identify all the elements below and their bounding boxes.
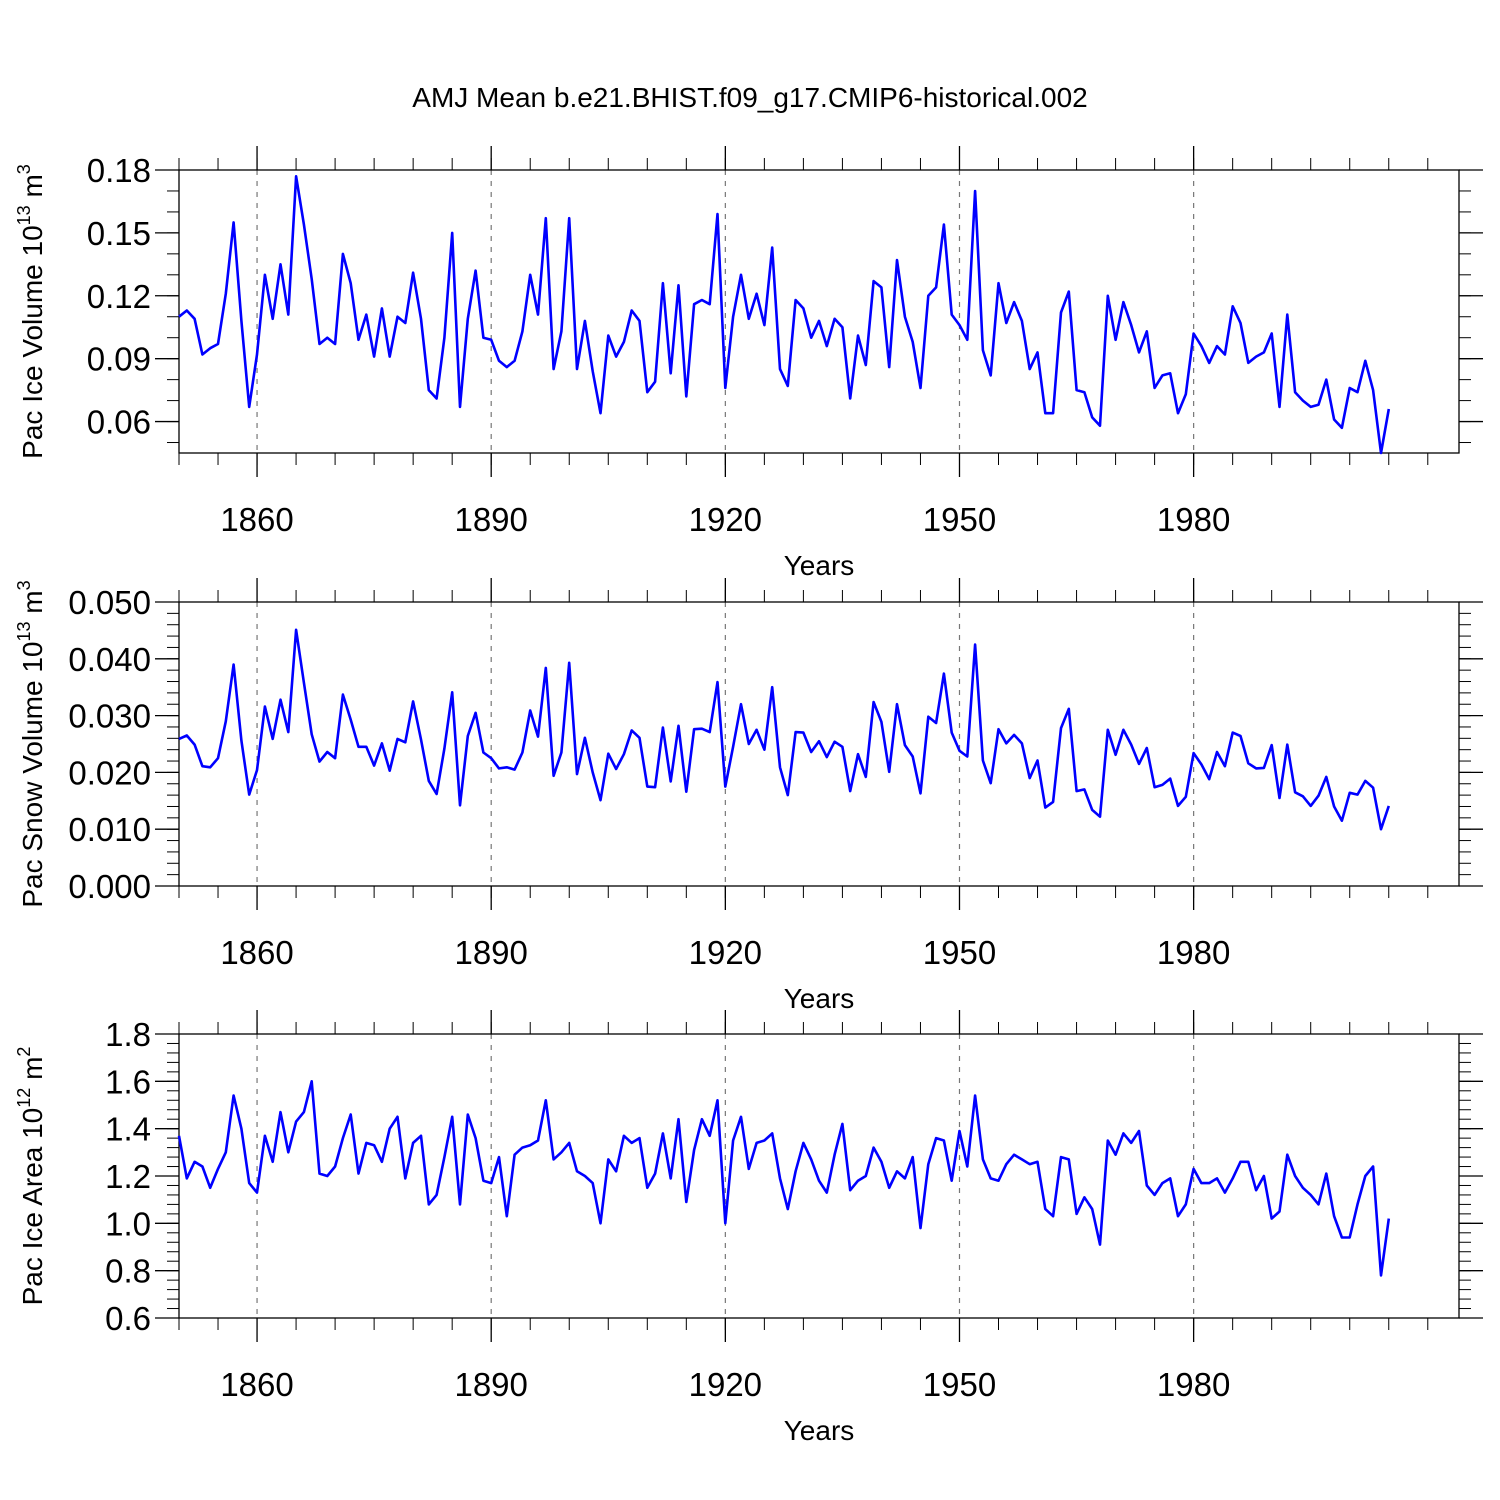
x-tick-label: 1980 (1157, 1366, 1230, 1403)
x-tick-label: 1860 (220, 1366, 293, 1403)
plot-frame (178, 169, 1460, 454)
y-axis-label: Pac Snow Volume 1013 m3 (14, 580, 48, 907)
y-axis-label: Pac Ice Volume 1013 m3 (14, 164, 48, 459)
x-tick-label: 1890 (454, 1366, 527, 1403)
y-tick-label: 0.09 (87, 341, 151, 378)
series-line (178, 175, 1391, 455)
x-axis-label: Years (784, 983, 855, 1014)
y-tick-label: 0.030 (68, 698, 151, 735)
y-tick-label: 0.15 (87, 215, 151, 252)
y-tick-label: 0.020 (68, 754, 151, 791)
y-tick-label: 0.050 (68, 584, 151, 621)
series-line (177, 1080, 1391, 1277)
panel-ice-area: 0.6 0.8 1.0 1.2 1.4 1.6 1.8 1860 1890 1920 1950 198… (14, 1010, 1483, 1446)
panel-ice-volume: 0.06 0.09 0.12 0.15 0.18 1860 1890 1920 1950 1980… (14, 146, 1483, 581)
x-tick-label: 1920 (689, 1366, 762, 1403)
x-tick-label: 1950 (923, 1366, 996, 1403)
y-tick-label: 1.0 (105, 1205, 151, 1242)
x-tick-label: 1860 (220, 501, 293, 538)
x-tick-label: 1980 (1157, 501, 1230, 538)
y-tick-label: 0.18 (87, 152, 151, 189)
y-tick-label: 0.06 (87, 404, 151, 441)
y-tick-label: 0.12 (87, 278, 151, 315)
plot-frame (178, 1033, 1460, 1319)
x-tick-label: 1860 (220, 934, 293, 971)
y-tick-label: 0.6 (105, 1300, 151, 1337)
y-tick-label: 1.6 (105, 1063, 151, 1100)
x-tick-label: 1890 (454, 501, 527, 538)
y-tick-label: 0.000 (68, 868, 151, 905)
x-tick-label: 1890 (454, 934, 527, 971)
series-line (178, 628, 1391, 831)
y-axis-label: Pac Ice Area 1012 m2 (14, 1047, 48, 1306)
x-tick-label: 1980 (1157, 934, 1230, 971)
y-tick-label: 1.4 (105, 1111, 151, 1148)
y-tick-label: 1.8 (105, 1016, 151, 1053)
y-tick-label: 0.8 (105, 1253, 151, 1290)
panel-snow-volume: 0.000 0.010 0.020 0.030 0.040 0.050 1860 1890 19… (14, 578, 1483, 1014)
x-tick-label: 1950 (923, 934, 996, 971)
x-tick-label: 1920 (689, 934, 762, 971)
x-axis-label: Years (784, 550, 855, 581)
y-tick-label: 0.040 (68, 641, 151, 678)
plot-frame (178, 601, 1460, 887)
y-tick-label: 1.2 (105, 1158, 151, 1195)
x-tick-label: 1920 (689, 501, 762, 538)
x-axis-label: Years (784, 1415, 855, 1446)
x-tick-label: 1950 (923, 501, 996, 538)
y-tick-label: 0.010 (68, 811, 151, 848)
figure-title: AMJ Mean b.e21.BHIST.f09_g17.CMIP6-histo… (412, 82, 1087, 113)
